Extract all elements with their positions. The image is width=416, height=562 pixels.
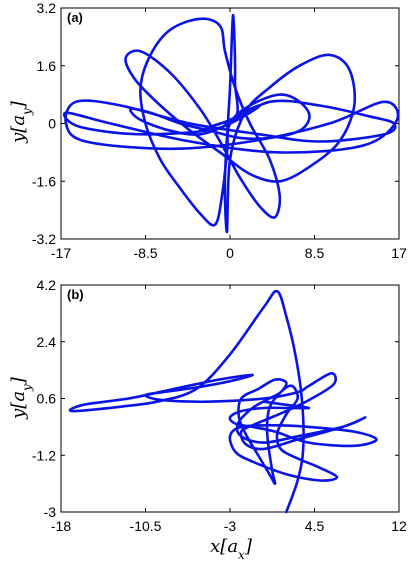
panel-b-y-ticks: 4.2 2.4 0.6 -1.2 -3 bbox=[32, 277, 399, 520]
y-tick-label: -1.2 bbox=[32, 447, 56, 463]
x-tick-label: 12 bbox=[391, 518, 407, 534]
x-tick-label: 4.5 bbox=[305, 518, 325, 534]
panel-a-y-axis-label: y[ay] bbox=[8, 100, 34, 144]
y-tick-label: -3 bbox=[44, 504, 57, 520]
y-tick-label: 1.6 bbox=[37, 58, 57, 74]
panel-b-y-axis-label: y[ay] bbox=[8, 376, 34, 420]
panel-a-label: (a) bbox=[67, 10, 83, 25]
x-tick-label: 8.5 bbox=[305, 245, 325, 261]
panel-b-x-axis-label: x[ax] bbox=[210, 536, 253, 562]
y-tick-label: 4.2 bbox=[37, 277, 57, 293]
panel-a-y-ticks: 3.2 1.6 0 -1.6 -3.2 bbox=[32, 0, 399, 247]
x-tick-label: -8.5 bbox=[133, 245, 157, 261]
x-tick-label: -17 bbox=[51, 245, 71, 261]
x-tick-label: 17 bbox=[391, 245, 407, 261]
y-tick-label: 0.6 bbox=[37, 391, 57, 407]
y-tick-label: 2.4 bbox=[37, 334, 57, 350]
panel-a-trajectory bbox=[62, 13, 400, 234]
x-tick-label: -10.5 bbox=[130, 518, 162, 534]
y-tick-label: 0 bbox=[48, 116, 56, 132]
x-tick-label: -3 bbox=[224, 518, 237, 534]
panel-b: (b) y[ay] x[ax] -18 -10.5 -3 4.5 12 4.2 2.4 0.… bbox=[8, 277, 407, 562]
panel-a-x-ticks: -17 -8.5 0 8.5 17 bbox=[51, 8, 407, 261]
y-tick-label: -3.2 bbox=[32, 231, 56, 247]
panel-a: (a) y[ay] -17 -8.5 0 8.5 17 3.2 1.6 0 -1.6 -3.2 bbox=[8, 0, 407, 261]
panel-b-x-ticks: -18 -10.5 -3 4.5 12 bbox=[51, 285, 407, 534]
panel-b-plot-area bbox=[60, 284, 400, 513]
x-tick-label: -18 bbox=[51, 518, 71, 534]
panel-b-label: (b) bbox=[67, 287, 84, 302]
y-tick-label: -1.6 bbox=[32, 173, 56, 189]
panel-b-trajectory bbox=[68, 289, 378, 514]
x-tick-label: 0 bbox=[226, 245, 234, 261]
y-tick-label: 3.2 bbox=[37, 0, 57, 16]
